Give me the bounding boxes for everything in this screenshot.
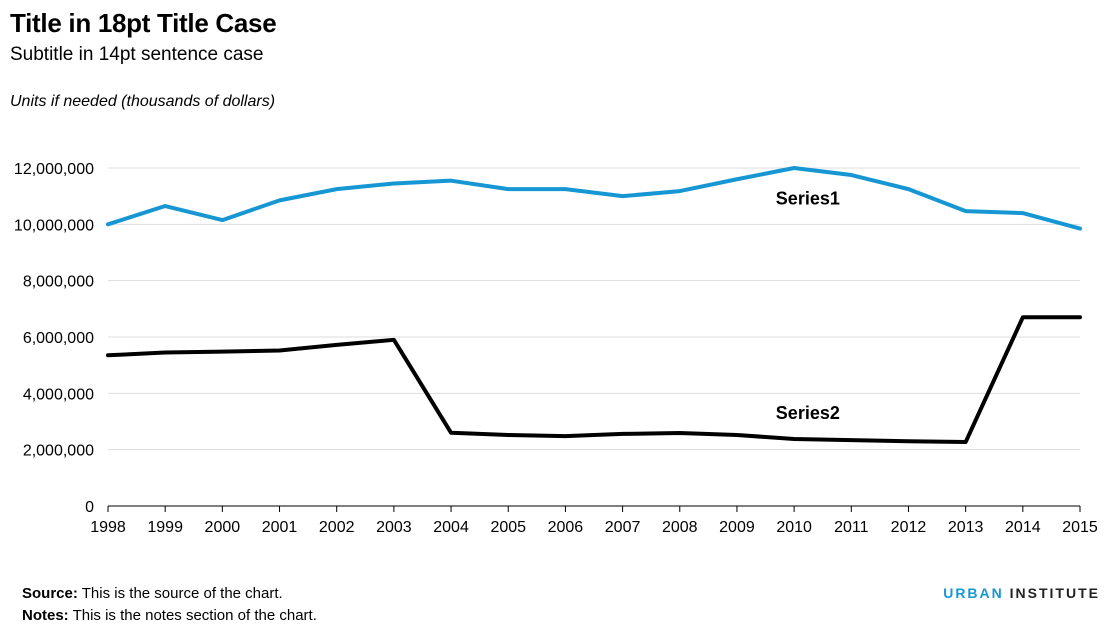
series-label-1: Series1 <box>776 189 840 209</box>
brand-logo: URBAN INSTITUTE <box>943 585 1100 601</box>
x-tick-label: 2005 <box>490 519 526 536</box>
series-label-2: Series2 <box>776 403 840 423</box>
x-tick-label: 2015 <box>1062 519 1098 536</box>
x-tick-label: 2010 <box>776 519 812 536</box>
x-tick-label: 1999 <box>147 519 183 536</box>
brand-urban: URBAN <box>943 585 1004 601</box>
notes-label: Notes: <box>22 607 69 624</box>
x-tick-label: 2000 <box>205 519 241 536</box>
source-label: Source: <box>22 585 78 602</box>
y-tick-label: 0 <box>85 499 94 516</box>
x-tick-label: 2003 <box>376 519 412 536</box>
x-tick-label: 2008 <box>662 519 698 536</box>
notes-text: This is the notes section of the chart. <box>72 607 317 624</box>
axes: 0 2,000,000 4,000,000 6,000,000 8,000,000 10,… <box>14 161 1098 536</box>
x-tick-label: 2012 <box>891 519 927 536</box>
chart-title: Title in 18pt Title Case <box>10 8 277 38</box>
x-tick-label: 2014 <box>1005 519 1041 536</box>
y-tick-label: 8,000,000 <box>23 274 94 291</box>
x-tick-label: 2013 <box>948 519 984 536</box>
brand-institute: INSTITUTE <box>1009 585 1100 601</box>
series-line-1 <box>106 166 1082 231</box>
y-tick-label: 12,000,000 <box>14 161 94 178</box>
x-tick-label: 2002 <box>319 519 355 536</box>
x-tick-label: 2007 <box>605 519 641 536</box>
y-tick-label: 10,000,000 <box>14 217 94 234</box>
x-tick-label: 2004 <box>433 519 469 536</box>
series-labels: Series1 Series2 <box>776 189 840 423</box>
notes-note: Notes: This is the notes section of the … <box>22 607 317 624</box>
y-tick-label: 6,000,000 <box>23 330 94 347</box>
source-text: This is the source of the chart. <box>81 585 283 602</box>
x-tick-label: 2001 <box>262 519 298 536</box>
y-tick-label: 4,000,000 <box>23 386 94 403</box>
x-tick-label: 1998 <box>90 519 126 536</box>
series-lines <box>106 166 1082 445</box>
chart-subtitle: Subtitle in 14pt sentence case <box>10 44 264 65</box>
y-tick-label: 2,000,000 <box>23 443 94 460</box>
units-label: Units if needed (thousands of dollars) <box>10 93 276 110</box>
series-line-2 <box>106 315 1082 445</box>
x-tick-label: 2011 <box>834 519 869 536</box>
gridlines <box>108 167 1080 451</box>
source-note: Source: This is the source of the chart. <box>22 585 283 602</box>
x-tick-label: 2009 <box>719 519 755 536</box>
x-tick-label: 2006 <box>548 519 584 536</box>
